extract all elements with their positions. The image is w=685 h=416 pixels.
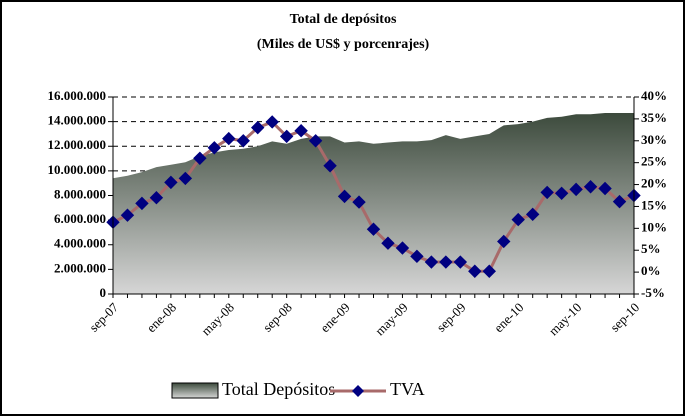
y-tick-label: 0 bbox=[100, 285, 107, 300]
area bbox=[113, 113, 634, 294]
marker bbox=[236, 134, 250, 148]
y2-tick-label: 0% bbox=[641, 263, 661, 278]
y2-tick-label: 25% bbox=[641, 154, 667, 169]
marker bbox=[381, 236, 395, 250]
y-tick-label: 8.000.000 bbox=[54, 186, 106, 201]
marker bbox=[265, 115, 279, 129]
y2-tick-label: 35% bbox=[641, 110, 667, 125]
marker bbox=[352, 195, 366, 209]
marker bbox=[294, 124, 308, 138]
chart-subtitle: (Miles de US$ y porcenrajes) bbox=[257, 37, 430, 52]
y-tick-label: 6.000.000 bbox=[54, 211, 106, 226]
legend-marker bbox=[352, 385, 364, 397]
legend-swatch bbox=[171, 382, 219, 399]
y-tick-label: 16.000.000 bbox=[48, 88, 107, 103]
marker bbox=[193, 151, 207, 165]
y-tick-label: 12.000.000 bbox=[48, 137, 107, 152]
marker bbox=[598, 181, 612, 196]
chart-title: Total de depósitos bbox=[290, 12, 397, 27]
marker bbox=[525, 207, 540, 222]
marker bbox=[482, 264, 496, 278]
marker bbox=[135, 196, 149, 211]
marker bbox=[511, 212, 525, 227]
y2-tick-label: 20% bbox=[641, 176, 667, 191]
marker bbox=[468, 264, 482, 278]
y2-tick-label: 5% bbox=[641, 241, 661, 256]
marker bbox=[323, 159, 337, 173]
marker bbox=[222, 131, 236, 146]
y-tick-label: 10.000.000 bbox=[48, 162, 107, 177]
marker bbox=[308, 134, 323, 148]
marker bbox=[279, 129, 294, 144]
marker bbox=[453, 255, 468, 269]
y-tick-label: 4.000.000 bbox=[54, 236, 106, 251]
marker bbox=[540, 185, 554, 200]
marker bbox=[251, 120, 265, 135]
marker bbox=[612, 194, 627, 209]
marker bbox=[424, 255, 439, 269]
y2-tick-label: 10% bbox=[641, 219, 667, 234]
marker bbox=[554, 186, 569, 201]
marker bbox=[164, 175, 178, 190]
marker bbox=[583, 180, 598, 194]
marker bbox=[366, 222, 381, 236]
marker bbox=[207, 141, 222, 155]
marker bbox=[178, 171, 193, 186]
marker bbox=[497, 234, 511, 249]
marker bbox=[410, 249, 424, 264]
marker bbox=[337, 189, 352, 204]
legend-label: TVA bbox=[390, 379, 425, 399]
y2-tick-label: -5% bbox=[641, 285, 665, 300]
y2-tick-label: 40% bbox=[641, 88, 667, 103]
y-tick-label: 14.000.000 bbox=[48, 113, 107, 128]
marker bbox=[569, 182, 583, 197]
marker bbox=[120, 208, 135, 222]
y-tick-label: 2.000.000 bbox=[54, 260, 106, 275]
legend-label: Total Depósitos bbox=[222, 379, 335, 399]
marker bbox=[149, 190, 164, 205]
marker bbox=[439, 255, 453, 269]
y2-tick-label: 15% bbox=[641, 197, 667, 212]
marker bbox=[395, 241, 410, 255]
y2-tick-label: 30% bbox=[641, 132, 667, 147]
